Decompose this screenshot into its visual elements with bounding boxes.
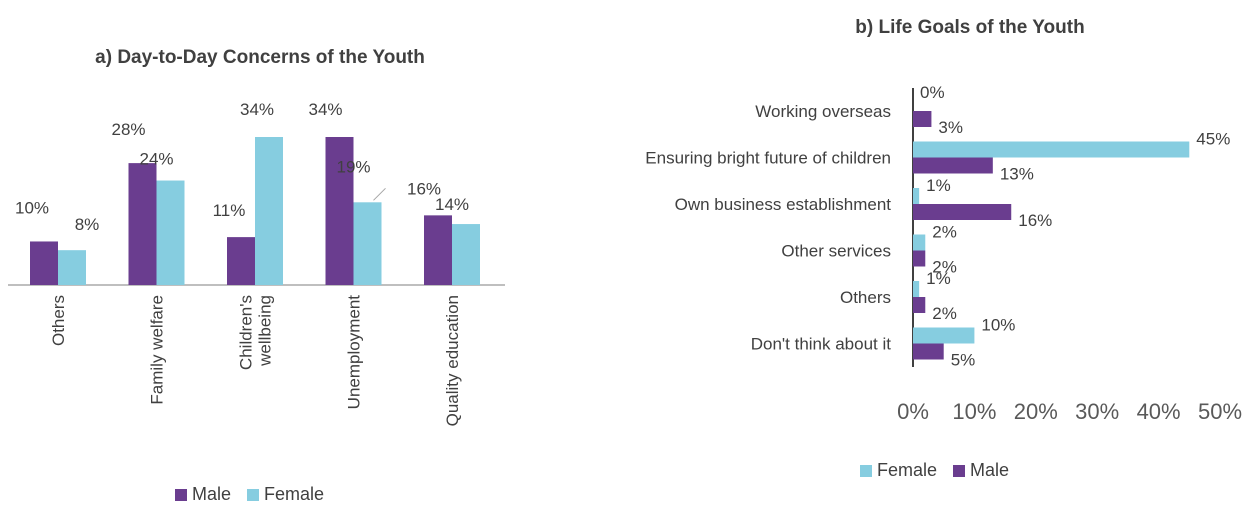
legend-swatch-female xyxy=(860,465,872,477)
bar-male-others xyxy=(30,241,58,285)
data-label-female-unemployment: 19% xyxy=(336,157,370,176)
x-tick-label-30: 30% xyxy=(1075,399,1119,424)
x-tick-label-50: 50% xyxy=(1198,399,1242,424)
data-label-female-other-services: 2% xyxy=(932,223,957,242)
legend-item-female: Female xyxy=(247,484,324,505)
data-label-female-family-welfare: 24% xyxy=(139,150,173,169)
legend-swatch-male xyxy=(953,465,965,477)
data-label-female-quality-education: 14% xyxy=(435,195,469,214)
chart-a-legend: Male Female xyxy=(175,484,334,505)
bar-male-children-s-wellbeing xyxy=(227,237,255,285)
legend-swatch-male xyxy=(175,489,187,501)
category-label-line: Family welfare xyxy=(148,295,167,405)
bar-male-family-welfare xyxy=(129,163,157,285)
category-label-line: Others xyxy=(49,295,68,346)
x-tick-label-40: 40% xyxy=(1137,399,1181,424)
x-tick-label-0: 0% xyxy=(897,399,929,424)
leader-line-female-unemployment xyxy=(374,188,386,200)
data-label-male-children-s-wellbeing: 11% xyxy=(213,201,246,220)
chart-b-panel: b) Life Goals of the Youth Working overs… xyxy=(560,0,1252,505)
bar-female-other-services xyxy=(913,235,925,251)
x-tick-label-20: 20% xyxy=(1014,399,1058,424)
x-tick-label-10: 10% xyxy=(952,399,996,424)
legend-swatch-female xyxy=(247,489,259,501)
data-label-female-ensuring-bright-future-of-children: 45% xyxy=(1196,130,1230,149)
legend-item-male: Male xyxy=(953,460,1009,481)
category-label-own-business-establishment: Own business establishment xyxy=(675,195,892,214)
bar-male-ensuring-bright-future-of-children xyxy=(913,158,993,174)
category-label-quality-education: Quality education xyxy=(443,295,462,426)
data-label-male-working-overseas: 3% xyxy=(938,118,963,137)
data-label-male-others: 2% xyxy=(932,304,957,323)
legend-label-female: Female xyxy=(877,460,937,481)
data-label-female-children-s-wellbeing: 34% xyxy=(240,100,274,119)
category-label-others: Others xyxy=(49,295,68,346)
category-label-line: Unemployment xyxy=(345,295,364,410)
legend-label-male: Male xyxy=(192,484,231,505)
bar-male-working-overseas xyxy=(913,111,931,127)
category-label-don-t-think-about-it: Don't think about it xyxy=(751,335,892,354)
legend-label-male: Male xyxy=(970,460,1009,481)
data-label-male-own-business-establishment: 16% xyxy=(1018,211,1052,230)
category-label-others: Others xyxy=(840,288,891,307)
bar-female-own-business-establishment xyxy=(913,188,919,204)
category-label-ensuring-bright-future-of-children: Ensuring bright future of children xyxy=(645,149,891,168)
data-label-female-working-overseas: 0% xyxy=(920,83,945,102)
bar-male-other-services xyxy=(913,251,925,267)
bar-male-own-business-establishment xyxy=(913,204,1011,220)
bar-male-quality-education xyxy=(424,215,452,285)
data-label-male-ensuring-bright-future-of-children: 13% xyxy=(1000,165,1034,184)
bar-male-don-t-think-about-it xyxy=(913,344,944,360)
chart-a-svg: 10% 8% Others 28% 24% Family welfare 11% 34% Chi… xyxy=(0,0,560,505)
category-label-line: wellbeing xyxy=(256,295,275,367)
bar-female-quality-education xyxy=(452,224,480,285)
category-label-line: Children's xyxy=(237,295,256,370)
chart-b-legend: Female Male xyxy=(860,460,1019,481)
data-label-female-don-t-think-about-it: 10% xyxy=(981,316,1015,335)
bar-female-others xyxy=(58,250,86,285)
data-label-female-others: 8% xyxy=(75,215,100,234)
legend-item-male: Male xyxy=(175,484,231,505)
bar-female-others xyxy=(913,281,919,297)
bar-male-others xyxy=(913,297,925,313)
data-label-female-others: 1% xyxy=(926,269,951,288)
data-label-male-others: 10% xyxy=(15,198,49,217)
bar-female-family-welfare xyxy=(157,181,185,285)
bar-female-unemployment xyxy=(354,202,382,285)
legend-item-female: Female xyxy=(860,460,937,481)
category-label-working-overseas: Working overseas xyxy=(755,102,891,121)
data-label-male-unemployment: 34% xyxy=(308,100,342,119)
data-label-male-family-welfare: 28% xyxy=(111,120,145,139)
legend-label-female: Female xyxy=(264,484,324,505)
chart-b-svg: Working overseas 0% 3% Ensuring bright futu… xyxy=(560,0,1252,505)
category-label-line: Quality education xyxy=(443,295,462,426)
category-label-children-s-wellbeing: Children's wellbeing xyxy=(237,295,275,370)
category-label-family-welfare: Family welfare xyxy=(148,295,167,405)
data-label-male-don-t-think-about-it: 5% xyxy=(951,351,976,370)
bar-female-don-t-think-about-it xyxy=(913,328,974,344)
data-label-female-own-business-establishment: 1% xyxy=(926,176,951,195)
bar-female-ensuring-bright-future-of-children xyxy=(913,142,1189,158)
category-label-other-services: Other services xyxy=(781,242,891,261)
chart-a-panel: a) Day-to-Day Concerns of the Youth 10% 8… xyxy=(0,0,560,505)
bar-female-children-s-wellbeing xyxy=(255,137,283,285)
category-label-unemployment: Unemployment xyxy=(345,295,364,410)
